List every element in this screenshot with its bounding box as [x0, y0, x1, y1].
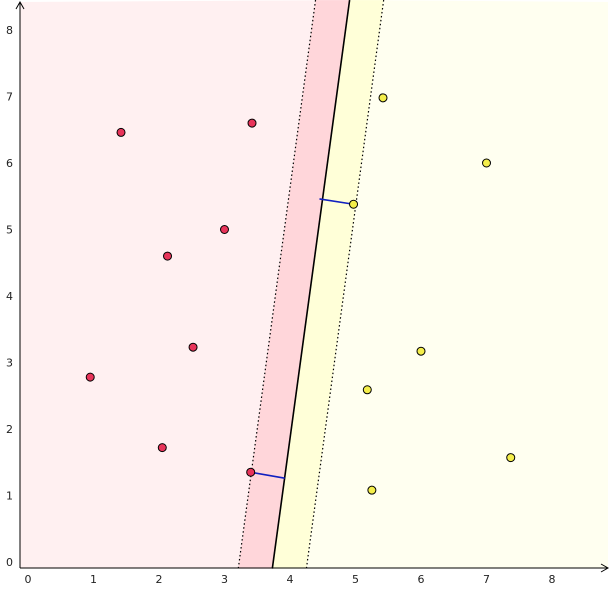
class-b-point — [349, 199, 359, 209]
y-tick-label: 6 — [6, 157, 13, 170]
x-tick-label: 0 — [25, 573, 32, 586]
x-tick-label: 8 — [549, 573, 556, 586]
y-tick-label: 5 — [6, 224, 13, 237]
class-b-point — [362, 385, 372, 395]
support-vector-distance-1 — [250, 471, 285, 479]
y-axis-arrow-icon — [15, 0, 25, 10]
class-b-point — [367, 485, 377, 495]
support-vector-distance-2 — [319, 198, 354, 206]
x-tick-label: 5 — [352, 573, 359, 586]
class-b-margin-band — [272, 0, 384, 569]
x-axis-arrow-icon — [600, 563, 610, 573]
y-tick-label: 3 — [6, 357, 13, 370]
x-tick-label: 3 — [221, 573, 228, 586]
class-a-point — [188, 342, 198, 352]
decision-boundary-line — [271, 0, 351, 569]
class-a-point — [163, 251, 173, 261]
tick-labels: 0 1 2 3 4 5 6 7 8 0 1 2 3 4 5 6 7 8 — [6, 24, 556, 586]
y-tick-label: 0 — [6, 556, 13, 569]
class-a-point — [246, 467, 256, 477]
class-a-point — [247, 118, 257, 128]
class-a-point — [220, 225, 229, 234]
y-tick-label: 4 — [6, 290, 13, 303]
x-tick-label: 4 — [287, 573, 294, 586]
axes — [15, 0, 610, 573]
y-tick-label: 2 — [6, 423, 13, 436]
class-b-point — [482, 158, 491, 168]
class-b-point — [506, 453, 516, 463]
x-tick-label: 6 — [418, 573, 425, 586]
class-b-point — [416, 346, 426, 356]
class-a-point — [85, 372, 95, 382]
class-regions — [20, 0, 608, 569]
x-tick-label: 2 — [156, 573, 163, 586]
class-a-point — [116, 127, 126, 137]
class-a-point — [157, 443, 167, 453]
y-tick-label: 1 — [6, 490, 13, 503]
data-points — [85, 93, 516, 495]
y-tick-label: 7 — [6, 91, 13, 104]
class-b-point — [378, 93, 388, 103]
x-tick-label: 1 — [90, 573, 97, 586]
class-a-margin-band — [238, 0, 350, 569]
y-tick-label: 8 — [6, 24, 13, 37]
x-tick-label: 7 — [483, 573, 490, 586]
boundary-lines — [237, 0, 385, 569]
